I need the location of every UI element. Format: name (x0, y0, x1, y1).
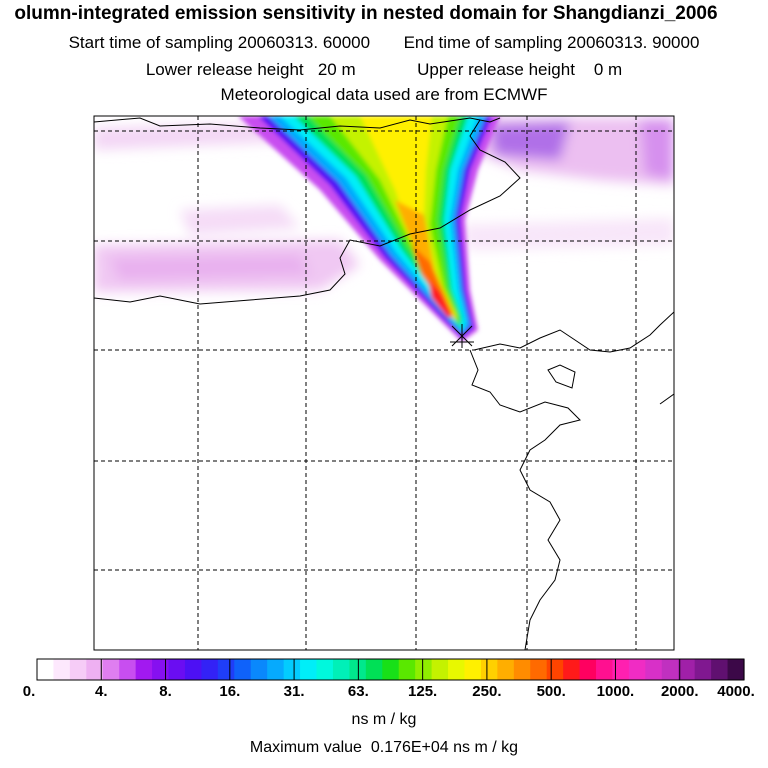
colorbar-swatch (168, 659, 186, 680)
colorbar-tick-label: 31. (283, 683, 305, 700)
colorbar-units: ns m / kg (351, 711, 417, 728)
release-heights-line: Lower release height 20 m Upper release … (0, 60, 768, 80)
sensitivity-field (94, 116, 674, 342)
end-time-value: 20060313. 90000 (567, 33, 700, 52)
start-time-label: Start time of sampling (68, 33, 233, 52)
colorbar-swatch (398, 659, 416, 680)
colorbar-swatch (119, 659, 137, 680)
colorbar-tick-label: 63. (347, 683, 369, 700)
colorbar-swatch (711, 659, 729, 680)
colorbar-swatch (201, 659, 219, 680)
colorbar-swatch (86, 659, 104, 680)
end-time-label: End time of sampling (403, 33, 563, 52)
release-site-marker (450, 324, 474, 348)
colorbar-swatch (464, 659, 482, 680)
sampling-times-line: Start time of sampling 20060313. 60000 E… (0, 33, 768, 53)
upper-release-height: Upper release height 0 m (417, 60, 622, 80)
max-value-number: 0.176E+04 (370, 739, 449, 756)
colorbar-swatch (694, 659, 712, 680)
colorbar-swatch (513, 659, 531, 680)
upper-height-label: Upper release height (417, 60, 575, 79)
colorbar-swatch (217, 659, 235, 680)
end-time: End time of sampling 20060313. 90000 (404, 33, 700, 53)
colorbar-swatch (612, 659, 630, 680)
colorbar-tick-label: 4000. (717, 683, 755, 700)
colorbar-swatch (678, 659, 696, 680)
colorbar-swatch (415, 659, 433, 680)
max-value-units: ns m / kg (453, 739, 519, 756)
colorbar-tick-label: 0. (22, 683, 36, 700)
colorbar-swatch (596, 659, 614, 680)
colorbar-swatch (37, 659, 55, 680)
colorbar-swatch (316, 659, 334, 680)
colorbar-swatch (300, 659, 318, 680)
colorbar-swatch (382, 659, 400, 680)
lat-lon-grid (94, 116, 674, 650)
colorbar-tick-label: 2000. (660, 683, 699, 700)
lower-release-height: Lower release height 20 m (146, 60, 356, 80)
colorbar-swatch (563, 659, 581, 680)
colorbar-swatch (234, 659, 252, 680)
colorbar (36, 658, 745, 681)
start-time-value: 20060313. 60000 (237, 33, 371, 52)
colorbar-tick-label: 8. (159, 683, 172, 700)
colorbar-swatch (283, 659, 301, 680)
map-frame (93, 115, 675, 651)
colorbar-swatch (579, 659, 597, 680)
colorbar-swatch (69, 659, 87, 680)
colorbar-tick-label: 4. (95, 683, 108, 700)
colorbar-swatch (661, 659, 679, 680)
lower-height-label: Lower release height (145, 60, 304, 79)
met-data-line: Meteorological data used are from ECMWF (220, 85, 548, 104)
coastlines-borders (94, 117, 674, 650)
maximum-value-line: Maximum value 0.176E+04 ns m / kg (0, 739, 768, 757)
colorbar-swatch (184, 659, 203, 680)
colorbar-swatch (431, 659, 449, 680)
colorbar-swatch (250, 659, 268, 680)
colorbar-swatch (135, 659, 153, 680)
colorbar-swatch (267, 659, 285, 680)
lower-height-value: 20 m (317, 60, 356, 79)
colorbar-swatch (152, 659, 170, 680)
colorbar-swatch (530, 659, 548, 680)
colorbar-tick-label: 250. (472, 683, 502, 700)
colorbar-swatch (628, 659, 646, 680)
colorbar-tick-label: 16. (219, 683, 241, 700)
plot-title: olumn-integrated emission sensitivity in… (14, 3, 718, 24)
colorbar-tick-label: 500. (536, 683, 566, 700)
colorbar-tick-label: 125. (408, 683, 438, 700)
colorbar-swatch (645, 659, 663, 680)
upper-height-value: 0 m (593, 60, 623, 79)
colorbar-tick-label: 1000. (596, 683, 635, 700)
colorbar-swatch (365, 659, 383, 680)
start-time: Start time of sampling 20060313. 60000 (69, 33, 371, 53)
plume (238, 116, 500, 342)
colorbar-swatch (448, 659, 466, 680)
colorbar-swatch (102, 659, 120, 680)
colorbar-swatch (497, 659, 515, 680)
colorbar-swatch (546, 659, 564, 680)
colorbar-swatch (53, 659, 71, 680)
colorbar-swatch (332, 659, 350, 680)
colorbar-swatch (480, 659, 498, 680)
max-value-label: Maximum value (249, 739, 362, 756)
colorbar-swatch (727, 659, 745, 680)
